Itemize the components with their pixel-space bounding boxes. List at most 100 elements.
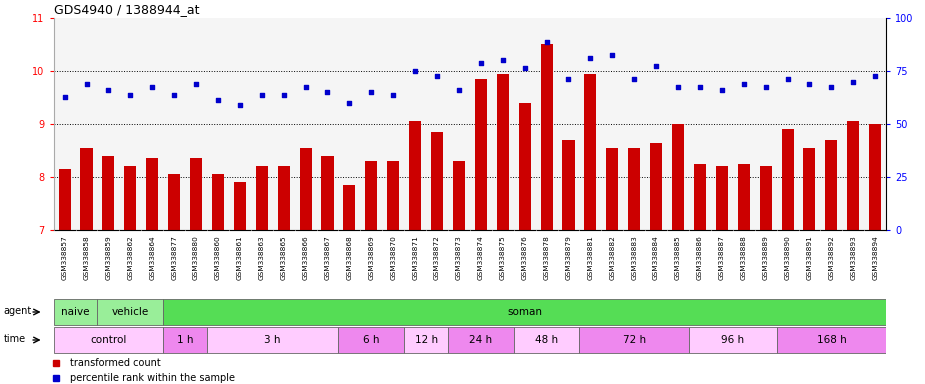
Point [693, 84, 708, 90]
Text: GSM338877: GSM338877 [171, 235, 178, 280]
Text: GSM338866: GSM338866 [302, 235, 309, 280]
Bar [519, 103, 531, 230]
Bar [103, 156, 115, 230]
Text: 3 h: 3 h [265, 335, 281, 345]
Text: vehicle: vehicle [112, 307, 149, 317]
Bar [650, 142, 662, 230]
Bar [804, 148, 816, 230]
Point [671, 84, 685, 90]
Text: GSM338880: GSM338880 [193, 235, 199, 280]
Bar [234, 182, 246, 230]
Text: percentile rank within the sample: percentile rank within the sample [70, 373, 235, 383]
Bar [124, 166, 136, 230]
Text: agent: agent [4, 306, 31, 316]
Text: GSM338886: GSM338886 [697, 235, 703, 280]
Point [517, 65, 532, 71]
Point [277, 92, 291, 98]
Bar [431, 132, 443, 230]
Bar [497, 74, 509, 230]
Bar [606, 148, 618, 230]
Text: GSM338882: GSM338882 [610, 235, 615, 280]
Text: GSM338865: GSM338865 [280, 235, 287, 280]
Bar [404, 327, 448, 353]
Text: GSM338860: GSM338860 [215, 235, 221, 280]
Text: GSM338859: GSM338859 [105, 235, 111, 280]
Bar [168, 174, 180, 230]
Point [364, 89, 378, 95]
Point [254, 92, 269, 98]
Bar [782, 129, 794, 230]
Point [824, 84, 839, 90]
Text: GSM338881: GSM338881 [587, 235, 594, 280]
Text: time: time [4, 334, 26, 344]
Point [298, 84, 313, 90]
Point [474, 60, 488, 66]
Bar [825, 140, 837, 230]
Bar [672, 124, 684, 230]
Point [57, 94, 72, 101]
Point [189, 81, 204, 87]
Point [780, 76, 795, 82]
Bar [212, 174, 224, 230]
Text: 96 h: 96 h [722, 335, 745, 345]
Text: GSM338862: GSM338862 [128, 235, 133, 280]
Text: GSM338857: GSM338857 [62, 235, 68, 280]
Bar [562, 140, 574, 230]
Point [408, 68, 423, 74]
Bar [54, 327, 163, 353]
Point [101, 86, 116, 93]
Bar [58, 169, 70, 230]
Bar [628, 148, 640, 230]
Bar [97, 299, 163, 325]
Bar [847, 121, 859, 230]
Point [627, 76, 642, 82]
Text: soman: soman [507, 307, 542, 317]
Bar [207, 327, 339, 353]
Text: GSM338876: GSM338876 [522, 235, 527, 280]
Text: GSM338871: GSM338871 [413, 235, 418, 280]
Bar [738, 164, 750, 230]
Point [320, 89, 335, 95]
Bar [475, 79, 487, 230]
Text: control: control [91, 335, 127, 345]
Point [166, 92, 181, 98]
Point [802, 81, 817, 87]
Text: GSM338887: GSM338887 [719, 235, 725, 280]
Text: GSM338883: GSM338883 [631, 235, 637, 280]
Text: GSM338858: GSM338858 [83, 235, 90, 280]
Point [845, 78, 860, 84]
Text: GSM338869: GSM338869 [368, 235, 375, 280]
Bar [343, 185, 355, 230]
Point [451, 86, 466, 93]
Text: GSM338885: GSM338885 [675, 235, 681, 280]
Bar [388, 161, 400, 230]
Bar [80, 148, 92, 230]
Bar [300, 148, 312, 230]
Text: GSM338884: GSM338884 [653, 235, 660, 280]
Text: 12 h: 12 h [414, 335, 438, 345]
Point [868, 73, 882, 79]
Point [123, 92, 138, 98]
Point [232, 103, 247, 109]
Text: GSM338874: GSM338874 [478, 235, 484, 280]
Point [583, 55, 598, 61]
Point [714, 86, 729, 93]
Text: GSM338894: GSM338894 [872, 235, 878, 280]
Point [648, 63, 663, 69]
Text: GSM338893: GSM338893 [850, 235, 857, 280]
Text: 1 h: 1 h [177, 335, 193, 345]
Text: GSM338867: GSM338867 [325, 235, 330, 280]
Text: GDS4940 / 1388944_at: GDS4940 / 1388944_at [54, 3, 199, 16]
Text: GSM338861: GSM338861 [237, 235, 243, 280]
Text: 72 h: 72 h [623, 335, 646, 345]
Point [211, 97, 226, 103]
Point [80, 81, 94, 87]
Text: GSM338890: GSM338890 [784, 235, 791, 280]
Text: transformed count: transformed count [70, 358, 161, 368]
Text: GSM338873: GSM338873 [456, 235, 462, 280]
Point [386, 92, 401, 98]
Text: naive: naive [61, 307, 90, 317]
Text: GSM338863: GSM338863 [259, 235, 265, 280]
Point [561, 76, 576, 82]
Text: 6 h: 6 h [364, 335, 379, 345]
